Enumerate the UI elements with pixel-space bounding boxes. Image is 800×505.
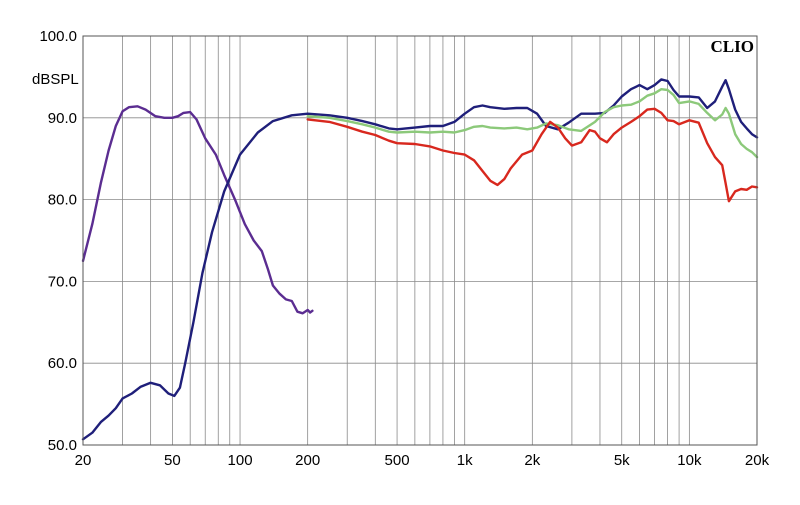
x-tick-label: 2k [524, 452, 540, 469]
plot-frame [82, 35, 758, 446]
x-tick-label: 100 [228, 452, 253, 469]
y-tick-label: 50.0 [48, 437, 77, 454]
y-tick-label: 100.0 [39, 28, 77, 45]
x-tick-label: 10k [677, 452, 702, 469]
series-line-purple [81, 105, 314, 315]
y-tick-label: 90.0 [48, 110, 77, 127]
y-axis-label: dBSPL [32, 71, 79, 88]
x-tick-label: 5k [614, 452, 630, 469]
y-tick-label: 60.0 [48, 355, 77, 372]
y-tick-label: 70.0 [48, 273, 77, 290]
x-tick-label: 20 [75, 452, 92, 469]
x-tick-label: 500 [385, 452, 410, 469]
y-tick-labels: 50.0 60.0 70.0 80.0 90.0 100.0 [39, 28, 77, 454]
series-line-navy [81, 78, 759, 441]
brand-label: CLIO [711, 37, 754, 56]
x-tick-labels: 20 50 100 200 500 1k 2k 5k 10k 20k [75, 452, 770, 469]
series-line-red [306, 107, 759, 203]
series-line-green [306, 88, 759, 159]
x-tick-label: 1k [457, 452, 473, 469]
x-tick-label: 20k [745, 452, 770, 469]
series-group [81, 78, 759, 441]
x-tick-label: 50 [164, 452, 181, 469]
y-tick-label: 80.0 [48, 192, 77, 209]
x-tick-label: 200 [295, 452, 320, 469]
grid-lines [83, 36, 757, 445]
